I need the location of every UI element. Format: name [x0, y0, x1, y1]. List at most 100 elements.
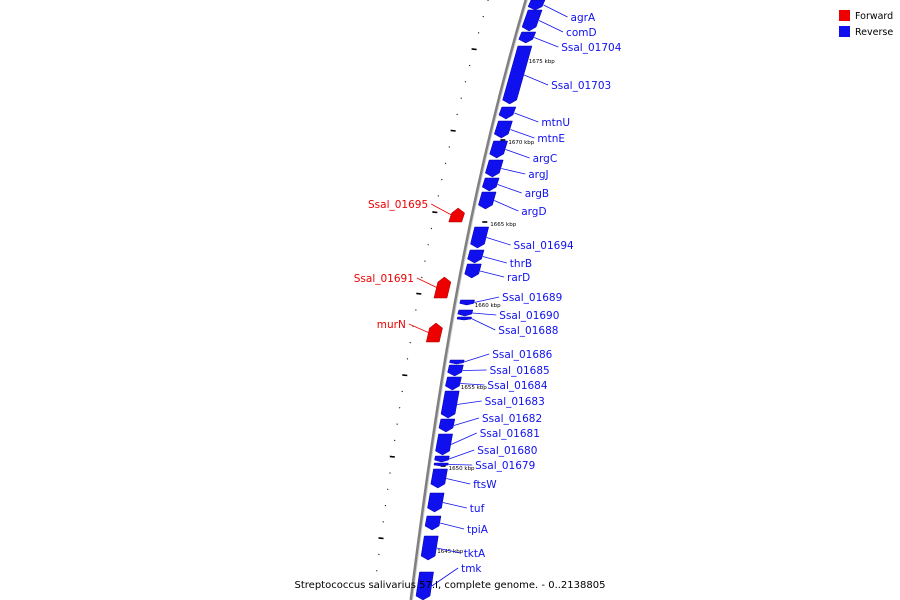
label-leader-line [450, 432, 477, 445]
reverse-gene-arrow[interactable] [438, 418, 456, 433]
minor-tick [412, 325, 414, 328]
label-leader-line [538, 20, 564, 33]
reverse-gene-arrow[interactable] [420, 535, 439, 561]
kbp-label: 1655 kbp [461, 385, 487, 391]
gene-label[interactable]: Ssal_01681 [480, 428, 540, 440]
gene-label[interactable]: argC [533, 153, 558, 165]
gene-label[interactable]: Ssal_01684 [487, 380, 547, 392]
minor-tick [421, 276, 423, 279]
reverse-gene-arrow[interactable] [527, 0, 546, 11]
gene-label[interactable]: tuf [470, 503, 485, 515]
reverse-gene-arrow[interactable] [485, 159, 504, 178]
label-leader-line [436, 547, 461, 554]
gene-label[interactable]: argJ [528, 169, 548, 181]
forward-gene-arrow[interactable] [425, 322, 443, 343]
minor-tick [430, 227, 433, 230]
forward-gene-arrow[interactable] [448, 207, 465, 223]
reverse-gene-arrow[interactable] [498, 106, 517, 120]
gene-label[interactable]: tmk [461, 563, 482, 575]
minor-tick [427, 244, 429, 246]
gene-label[interactable]: mtnU [541, 117, 570, 129]
reverse-gene-arrow[interactable] [430, 468, 448, 489]
legend-reverse-label: Reverse [855, 27, 893, 38]
gene-label[interactable]: mtnE [537, 133, 565, 145]
reverse-gene-arrow[interactable] [521, 9, 543, 32]
legend-forward-label: Forward [855, 11, 893, 22]
reverse-gene-arrow[interactable] [459, 299, 475, 306]
label-leader-line [462, 369, 487, 371]
gene-label[interactable]: Ssal_01683 [485, 396, 545, 408]
gene-label[interactable]: Ssal_01695 [368, 199, 428, 211]
gene-label[interactable]: Ssal_01703 [551, 80, 611, 92]
gene-label[interactable]: Ssal_01690 [499, 310, 559, 322]
gene-label[interactable]: Ssal_01688 [498, 325, 558, 337]
label-leader-line [460, 383, 485, 386]
reverse-gene-arrow[interactable] [424, 515, 442, 531]
reverse-gene-arrow[interactable] [478, 191, 497, 210]
backbone-highlight [412, 0, 528, 600]
reverse-gene-arrow[interactable] [449, 359, 465, 365]
reverse-gene-arrow[interactable] [494, 120, 513, 139]
label-leader-line [543, 4, 568, 18]
gene-label[interactable]: Ssal_01682 [482, 413, 542, 425]
gene-label[interactable]: ftsW [473, 479, 497, 491]
minor-tick [386, 488, 389, 491]
reverse-gene-arrow[interactable] [467, 249, 485, 264]
reverse-gene-arrow[interactable] [433, 462, 449, 467]
reverse-gene-arrow[interactable] [502, 45, 533, 105]
gene-label[interactable]: tktA [464, 548, 486, 560]
gene-label[interactable]: Ssal_01704 [561, 42, 621, 54]
gene-label[interactable]: rarD [507, 272, 530, 284]
gene-label[interactable]: thrB [510, 258, 532, 270]
label-leader-line [482, 256, 507, 264]
reverse-gene-arrow[interactable] [427, 492, 445, 513]
label-leader-line [442, 502, 467, 509]
gene-label[interactable]: Ssal_01679 [475, 460, 535, 472]
label-leader-line [431, 567, 459, 587]
minor-tick [444, 162, 447, 165]
forward-gene-arrow[interactable] [433, 276, 452, 299]
gene-label[interactable]: argB [525, 188, 549, 200]
minor-tick [424, 260, 426, 262]
gene-label[interactable]: comD [566, 27, 597, 39]
gene-label[interactable]: tpiA [467, 524, 489, 536]
label-leader-line [430, 203, 456, 218]
genome-backbone [409, 0, 528, 600]
gene-label[interactable]: Ssal_01694 [514, 240, 574, 252]
minor-tick [441, 178, 443, 181]
minor-tick [382, 521, 384, 523]
gene-label[interactable]: Ssal_01685 [490, 365, 550, 377]
reverse-gene-arrow[interactable] [415, 571, 434, 600]
reverse-gene-arrow[interactable] [447, 364, 464, 377]
label-leader-line [463, 353, 490, 363]
gene-label[interactable]: agrA [571, 12, 596, 24]
major-tick [432, 211, 438, 214]
minor-tick [464, 81, 467, 83]
gene-label[interactable]: argD [521, 206, 546, 218]
reverse-gene-arrow[interactable] [456, 316, 472, 321]
reverse-gene-arrow[interactable] [435, 433, 453, 456]
label-leader-line [453, 417, 480, 426]
label-leader-line [486, 237, 511, 246]
reverse-gene-arrow[interactable] [445, 376, 462, 391]
reverse-gene-arrow[interactable] [481, 177, 500, 192]
reverse-gene-arrow[interactable] [440, 390, 460, 419]
gene-label[interactable]: Ssal_01691 [354, 273, 414, 285]
reverse-gene-arrow[interactable] [457, 309, 474, 317]
label-leader-line [448, 464, 473, 466]
reverse-gene-arrow[interactable] [470, 226, 490, 249]
reverse-gene-arrow[interactable] [489, 140, 508, 159]
label-leader-line [446, 478, 471, 485]
kbp-label: 1665 kbp [490, 222, 516, 228]
reverse-gene-arrow[interactable] [434, 455, 450, 463]
reverse-gene-arrow[interactable] [464, 263, 482, 279]
minor-tick [468, 64, 471, 67]
kbp-label: 1645 kbp [437, 549, 463, 555]
reverse-gene-arrow[interactable] [518, 31, 537, 44]
major-tick [378, 537, 384, 540]
gene-label[interactable]: Ssal_01686 [492, 349, 552, 361]
gene-label[interactable]: murN [377, 319, 406, 331]
gene-label[interactable]: Ssal_01680 [477, 445, 537, 457]
gene-label[interactable]: Ssal_01689 [502, 292, 562, 304]
